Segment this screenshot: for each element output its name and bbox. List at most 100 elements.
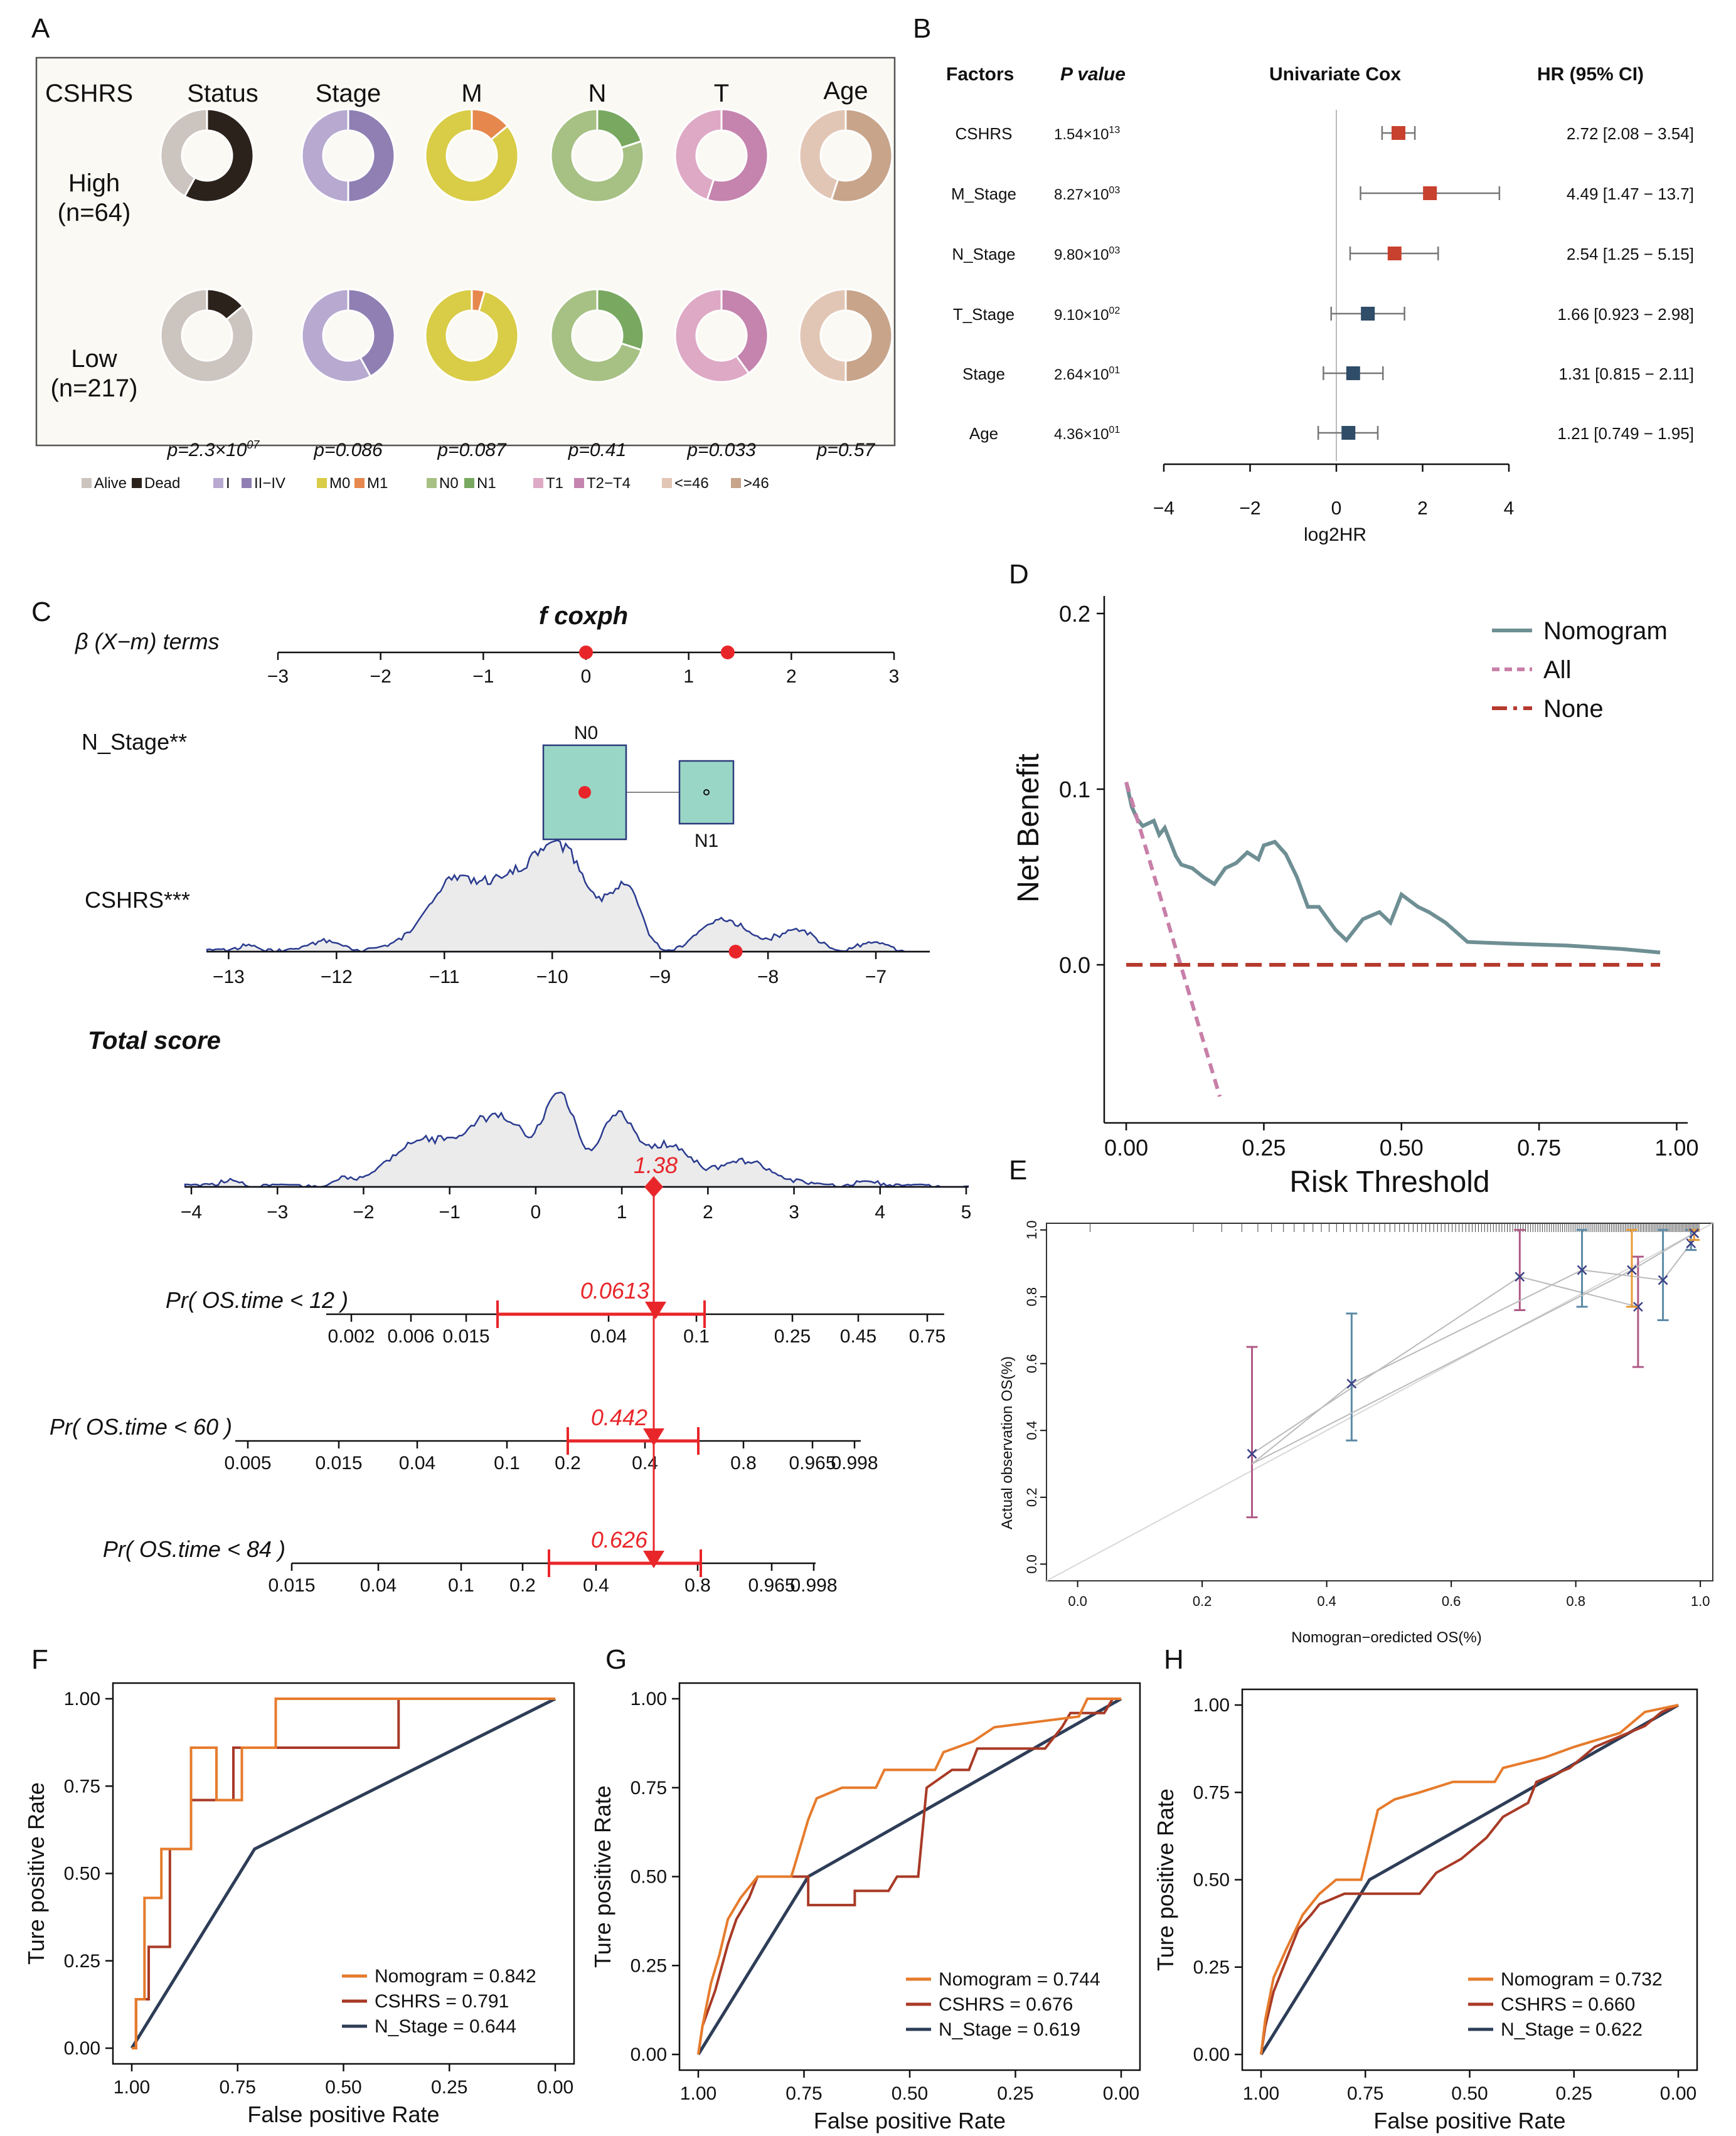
total-tick-label: −1 xyxy=(439,1202,461,1223)
cshrs-tick-label: −11 xyxy=(429,967,460,987)
donut-n-low-seg1 xyxy=(550,288,643,383)
dca-legend-label: None xyxy=(1543,695,1604,723)
roc-x-tick-label: 0.75 xyxy=(785,2083,822,2104)
calibration-x-tick-label: 0.4 xyxy=(1317,1593,1336,1609)
panel-h-roc: 0.00 0.25 0.50 0.75 1.00 1.00 0.75 0.50 0.25 0.00… xyxy=(1153,1688,1698,2133)
roc-x-tick-label: 0.00 xyxy=(537,2077,573,2098)
dca-y-tick-label: 0.0 xyxy=(1059,952,1090,978)
cshrs-label: CSHRS*** xyxy=(85,887,190,913)
roc-legend-label: Nomogram = 0.842 xyxy=(375,1966,536,1987)
cshrs-point xyxy=(728,945,743,959)
forest-pvalue: 8.27×1003 xyxy=(1054,185,1120,203)
prob-tick-label: 0.04 xyxy=(590,1326,627,1347)
dca-x-tick-label: 0.75 xyxy=(1517,1135,1561,1161)
donut-stage-low-seg1 xyxy=(301,288,372,383)
total-marker xyxy=(644,1176,663,1198)
calibration-y-tick-label: 0.4 xyxy=(1024,1421,1040,1440)
legend-label: Dead xyxy=(144,475,180,492)
roc-legend-label: CSHRS = 0.660 xyxy=(1501,1994,1635,2015)
legend-swatch xyxy=(354,478,365,488)
calibration-y-tick-label: 0.2 xyxy=(1024,1488,1040,1507)
calibration-x-tick-label: 1.0 xyxy=(1691,1593,1710,1609)
header-factors: Factors xyxy=(946,64,1014,85)
forest-factor: M_Stage xyxy=(951,184,1016,203)
beta-point xyxy=(579,646,593,659)
calibration-point xyxy=(1658,1275,1668,1285)
col-header-status: Status xyxy=(187,80,258,107)
total-tick-label: 5 xyxy=(961,1202,972,1223)
calibration-plot: 0.0 0.2 0.4 0.6 0.8 1.0 0.0 0.2 0.4 0.6 0.8 1.0 xyxy=(1024,1220,1713,1609)
roc-y-tick-label: 0.25 xyxy=(64,1951,100,1972)
cshrs-tick-label: −12 xyxy=(321,967,353,987)
calibration-ylabel: Actual observation OS(%) xyxy=(999,1356,1016,1529)
cshrs-tick-label: −9 xyxy=(649,967,671,987)
pvalue-status: p=2.3×1007 xyxy=(167,438,260,460)
forest-hr: 1.31 [0.815 − 2.11] xyxy=(1558,364,1694,383)
forest-axis: −4 −2 0 2 4 xyxy=(1153,463,1515,519)
roc-y-tick-label: 0.25 xyxy=(631,1955,667,1976)
roc-y-tick-label: 0.00 xyxy=(64,2038,100,2059)
roc-legend-label: Nomogram = 0.744 xyxy=(939,1969,1100,1990)
roc-xlabel: False positive Rate xyxy=(814,2108,1006,2133)
roc-y-tick-label: 0.50 xyxy=(1193,1870,1230,1891)
forest-pvalue: 1.54×1013 xyxy=(1054,125,1120,143)
prob-tick-label: 0.1 xyxy=(683,1326,710,1347)
dca-y-tick-label: 0.2 xyxy=(1059,601,1090,627)
total-tick-label: 1 xyxy=(617,1202,627,1223)
panel-letter-f: F xyxy=(31,1644,48,1675)
prob-tick-label: 0.998 xyxy=(790,1575,837,1596)
legend-swatch xyxy=(132,478,142,488)
roc-legend-label: N_Stage = 0.644 xyxy=(375,2016,516,2037)
roc-x-tick-label: 1.00 xyxy=(114,2077,150,2098)
forest-point xyxy=(1346,366,1360,380)
forest-tick-label: −4 xyxy=(1153,498,1174,519)
donut-age-low-seg2 xyxy=(844,288,893,383)
pvalue-t: p=0.033 xyxy=(686,440,756,460)
panel-letter-g: G xyxy=(605,1644,627,1675)
calibration-y-tick-label: 0.0 xyxy=(1024,1554,1040,1574)
legend-label: T2−T4 xyxy=(587,475,631,492)
dca-x-tick-label: 0.25 xyxy=(1242,1135,1286,1161)
panel-d-dca: 0.0 0.1 0.2 0.00 0.25 0.50 0.75 1.00 Net Benefi… xyxy=(1012,596,1698,1199)
beta-tick-label: −1 xyxy=(472,666,494,687)
legend-label: T1 xyxy=(546,475,563,492)
dca-y-tick-label: 0.1 xyxy=(1059,777,1090,802)
beta-label: β (X−m) terms xyxy=(75,629,220,654)
nomogram-title: f coxph xyxy=(539,602,628,630)
roc-legend-label: CSHRS = 0.676 xyxy=(939,1994,1073,2015)
prob-tick-label: 0.015 xyxy=(315,1453,362,1474)
donut-m-low-seg1 xyxy=(424,288,519,383)
row-n-low: (n=217) xyxy=(51,375,138,402)
dca-series-all xyxy=(1124,781,1222,1097)
total-axis: −4 −3 −2 −1 0 1 2 3 4 5 xyxy=(181,1186,972,1223)
roc-legend-label: CSHRS = 0.791 xyxy=(375,1991,509,2012)
forest-pvalue: 4.36×1001 xyxy=(1054,425,1120,443)
calibration-point xyxy=(1247,1448,1257,1459)
panel-a-donut-grid: CSHRS Status Stage M N T Age High (n=64)… xyxy=(35,56,896,492)
total-density xyxy=(184,1092,969,1188)
roc-y-tick-label: 0.00 xyxy=(631,2044,667,2065)
panel-letter-d: D xyxy=(1009,559,1029,590)
calibration-x-tick-label: 0.6 xyxy=(1442,1593,1461,1609)
forest-rows: CSHRS 1.54×1013 2.72 [2.08 − 3.54] M_Stage 8… xyxy=(951,110,1694,461)
calibration-y-tick-label: 1.0 xyxy=(1024,1220,1040,1240)
panel-letter-e: E xyxy=(1009,1155,1027,1186)
dca-plot: 0.0 0.1 0.2 0.00 0.25 0.50 0.75 1.00 xyxy=(1059,596,1698,1161)
prob-tick-label: 0.1 xyxy=(448,1575,474,1596)
legend-swatch xyxy=(662,478,672,488)
prob-tick-label: 0.75 xyxy=(909,1326,945,1347)
donut-m-high-seg1 xyxy=(424,108,519,203)
beta-tick-label: 2 xyxy=(786,666,797,687)
roc-curve xyxy=(697,1698,1121,2055)
nstage-point-n1 xyxy=(703,789,710,795)
forest-tick-label: 4 xyxy=(1504,498,1515,519)
header-hr: HR (95% CI) xyxy=(1537,64,1644,85)
forest-factor: T_Stage xyxy=(953,305,1014,324)
prob-tick-label: 0.45 xyxy=(840,1326,876,1347)
beta-tick-label: −3 xyxy=(267,666,289,687)
prob-tick-label: 0.965 xyxy=(789,1453,836,1474)
roc-x-tick-label: 0.00 xyxy=(1103,2083,1139,2104)
panel-c-nomogram: f coxph β (X−m) terms −3 −2 −1 0 1 2 3 N_Stage… xyxy=(50,602,971,1596)
prob-tick-label: 0.8 xyxy=(730,1453,757,1474)
